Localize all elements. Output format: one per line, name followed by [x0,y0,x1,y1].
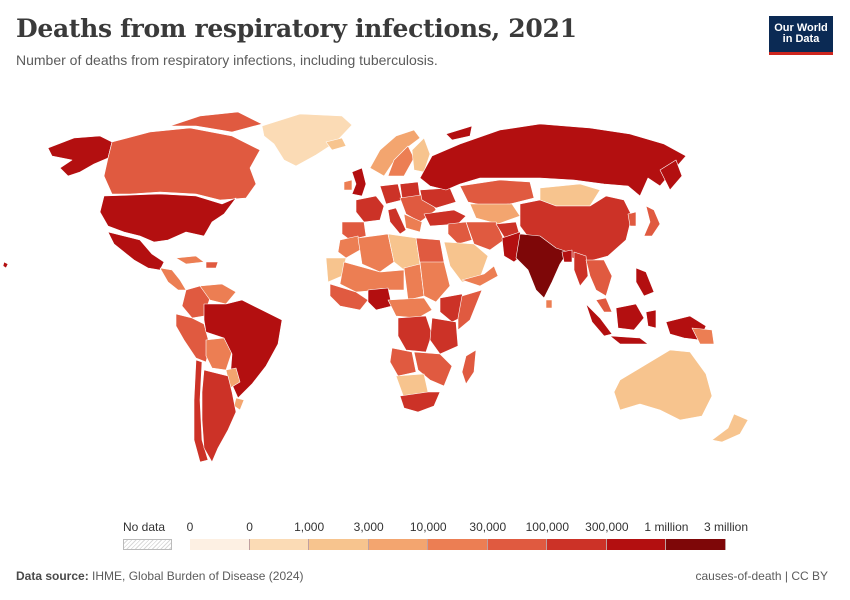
country-iraq-syria[interactable] [447,221,473,245]
country-mongolia[interactable] [539,183,601,207]
country-mali-niger[interactable] [339,261,405,293]
country-sudan[interactable] [419,261,451,303]
country-chile[interactable] [193,359,209,463]
legend-no-data-label: No data [123,520,166,534]
country-nigeria[interactable] [367,287,393,311]
country-sweden[interactable] [387,145,415,177]
legend-swatch[interactable] [606,539,667,550]
country-south-africa[interactable] [399,391,441,413]
country-canada[interactable] [103,127,261,201]
country-indonesia[interactable] [585,303,613,337]
legend-swatch[interactable] [190,539,250,550]
country-kenya-tanzania[interactable] [429,317,459,355]
country-morocco[interactable] [337,235,361,259]
country-japan[interactable] [643,205,661,237]
country-peru[interactable] [175,313,211,363]
legend-tick-label: 300,000 [585,520,629,534]
country-somalia[interactable] [457,289,483,331]
country-central-africa[interactable] [387,297,433,319]
legend-tick-label: 10,000 [409,520,447,534]
country-venezuela[interactable] [199,283,237,305]
country-myanmar[interactable] [573,251,589,287]
legend-tick-label: 3,000 [353,520,384,534]
legend-tick-label: 100,000 [525,520,570,534]
country-philippines[interactable] [635,267,655,297]
country-egypt[interactable] [415,237,445,265]
logo-text: Our World in Data [774,22,828,45]
country-usa[interactable] [99,193,237,243]
country-france[interactable] [355,195,385,223]
world-map [2,111,749,463]
country-turkey[interactable] [423,209,467,227]
legend-no-data-swatch [123,539,172,550]
country-russia-islands[interactable] [445,125,473,141]
country-hawaii[interactable] [2,261,9,269]
country-zambia-mozambique[interactable] [413,351,453,387]
country-germany[interactable] [379,183,403,205]
country-new-zealand[interactable] [711,413,749,443]
legend: No data 0 0 1,000 3,000 10,000 30,000 100,000 3… [0,512,850,552]
country-algeria[interactable] [357,233,395,273]
country-sri-lanka[interactable] [545,299,553,309]
country-uruguay[interactable] [233,397,245,411]
country-argentina[interactable] [201,369,237,463]
country-indonesia-java[interactable] [609,335,649,345]
country-norway[interactable] [369,129,421,177]
country-korea[interactable] [627,211,637,227]
country-uk[interactable] [351,167,367,197]
country-central-asia[interactable] [469,203,521,225]
country-thailand-indochina[interactable] [585,259,613,297]
legend-tick-label: 0 [186,520,194,534]
country-cuba[interactable] [175,255,205,265]
country-greenland[interactable] [261,113,353,167]
country-indonesia-sulawesi[interactable] [645,309,657,329]
legend-tick-label: 1,000 [294,520,325,534]
country-ireland[interactable] [343,179,353,191]
legend-swatch[interactable] [309,539,369,550]
country-australia[interactable] [613,349,713,421]
country-balkans[interactable] [403,213,423,233]
country-iceland[interactable] [325,137,347,151]
country-png[interactable] [691,327,715,345]
country-west-africa[interactable] [329,283,369,311]
country-central-america[interactable] [159,267,187,291]
country-mexico[interactable] [107,231,165,271]
legend-tick-label: 0 [246,520,253,534]
country-canada-islands[interactable] [169,111,263,133]
chart-subtitle: Number of deaths from respiratory infect… [16,52,438,68]
legend-tick-label: 1 million [644,520,689,534]
country-finland[interactable] [411,137,431,173]
legend-swatch[interactable] [547,539,607,550]
country-alaska[interactable] [47,135,113,177]
footer-source-label: Data source: [16,569,89,583]
legend-tick-label: 30,000 [469,520,507,534]
country-kazakhstan[interactable] [459,179,535,207]
country-libya[interactable] [387,233,421,271]
chart-title: Deaths from respiratory infections, 2021 [16,14,577,43]
country-italy[interactable] [387,207,407,235]
country-yemen-oman[interactable] [461,265,499,287]
legend-swatch[interactable] [249,539,310,550]
legend-tick-label: 3 million [703,520,749,534]
country-bangladesh[interactable] [561,249,573,263]
country-russia-kamchatka[interactable] [659,159,683,191]
footer-source: Data source: IHME, Global Burden of Dise… [16,569,303,583]
owid-logo[interactable]: Our World in Data [769,16,833,55]
country-indonesia-borneo[interactable] [615,303,645,331]
country-angola[interactable] [389,347,417,377]
legend-swatch[interactable] [666,539,726,550]
legend-swatch[interactable] [487,539,548,550]
legend-swatch[interactable] [368,539,429,550]
country-madagascar[interactable] [461,349,477,385]
country-brazil[interactable] [203,299,283,399]
country-india[interactable] [515,233,569,299]
country-malaysia[interactable] [595,297,613,313]
country-iran[interactable] [465,221,505,251]
country-hispaniola[interactable] [205,261,219,269]
footer-source-text[interactable]: IHME, Global Burden of Disease (2024) [92,569,304,583]
country-russia[interactable] [419,123,687,197]
footer-right[interactable]: causes-of-death | CC BY [695,569,828,583]
country-drc[interactable] [397,315,433,353]
legend-swatch[interactable] [428,539,488,550]
